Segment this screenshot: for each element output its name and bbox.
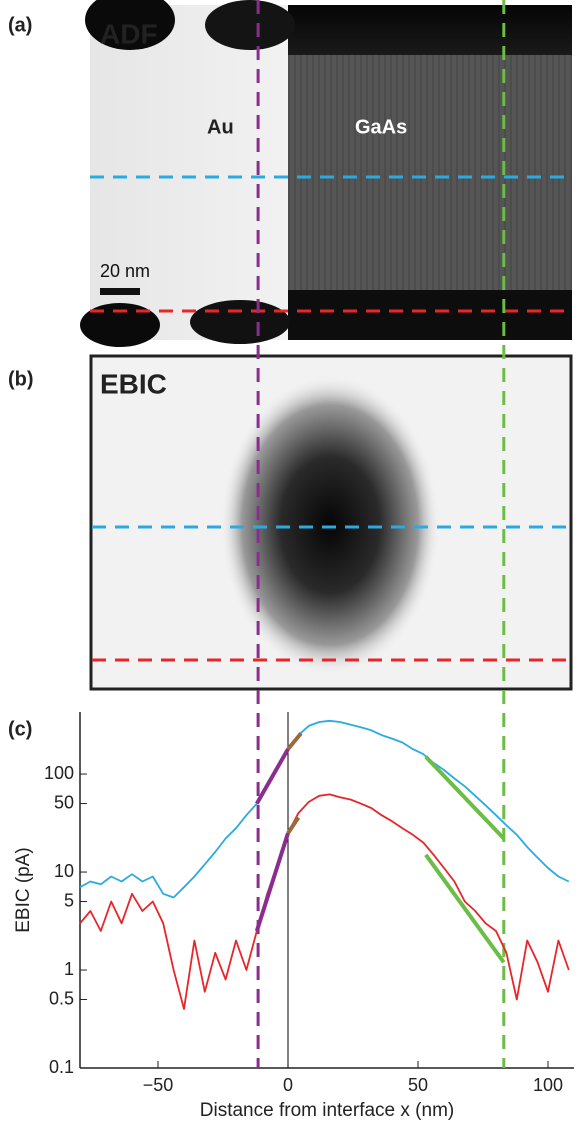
fit-line [286,732,303,751]
panel-label: (c) [8,718,32,740]
data-line [79,793,570,1010]
panel-title: EBIC [100,368,167,399]
x-tick-label: 100 [533,1075,563,1095]
x-tick-label: 50 [408,1075,428,1095]
x-tick-label: −50 [143,1075,174,1095]
panel-title: ADF [100,18,158,49]
y-tick-label: 10 [54,861,74,881]
y-tick-label: 0.1 [49,1057,74,1077]
x-axis-label: Distance from interface x (nm) [200,1100,454,1121]
panel-label: (b) [8,368,34,390]
fit-line [424,755,506,840]
plot-area: −50 0 50 100 0.1 0.5 1 5 10 50 100 [44,0,574,1095]
fit-line [286,816,301,835]
material-label: Au [207,116,234,138]
material-label: GaAs [355,116,407,138]
fit-line [255,748,290,805]
panel-label: (a) [8,14,32,36]
y-tick-label: 5 [64,890,74,910]
y-tick-label: 0.5 [49,988,74,1008]
y-tick-label: 1 [64,959,74,979]
x-tick-label: 0 [283,1075,293,1095]
adf-image [80,0,572,347]
y-tick-label: 50 [54,792,74,812]
scale-bar-label: 20 nm [100,261,150,281]
fit-line [424,853,506,964]
fit-line [254,832,290,932]
data-line [79,719,570,899]
y-axis-label: EBIC (pA) [13,847,34,933]
ebic-image [89,354,573,691]
y-tick-label: 100 [44,763,74,783]
